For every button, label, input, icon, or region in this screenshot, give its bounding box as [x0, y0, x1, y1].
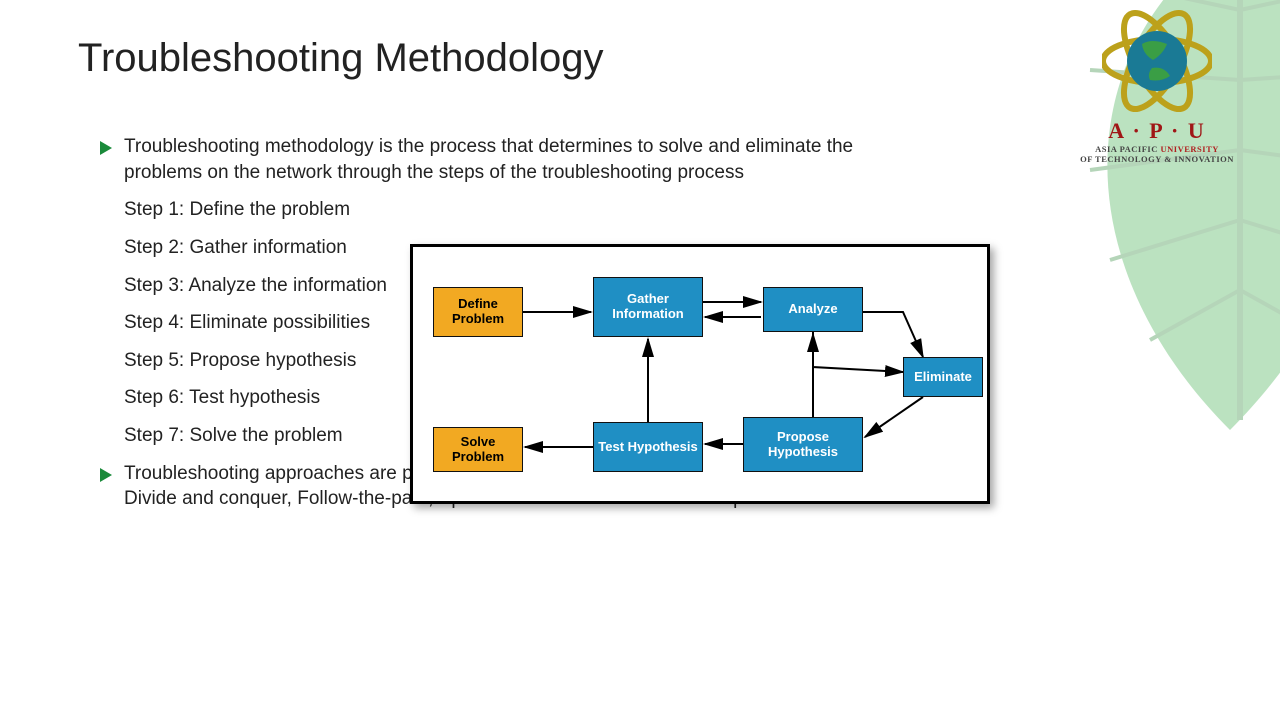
- flow-node-define: Define Problem: [433, 287, 523, 337]
- flow-node-eliminate: Eliminate: [903, 357, 983, 397]
- flow-node-test: Test Hypothesis: [593, 422, 703, 472]
- flow-node-propose: Propose Hypothesis: [743, 417, 863, 472]
- step-1: Step 1: Define the problem: [124, 197, 900, 223]
- flowchart: Define Problem Gather Information Analyze E…: [410, 244, 990, 504]
- flow-node-analyze: Analyze: [763, 287, 863, 332]
- bullet-1: Troubleshooting methodology is the proce…: [100, 134, 900, 185]
- bullet-arrow-icon: [100, 141, 112, 155]
- logo-text-apu: A · P · U: [1052, 118, 1262, 144]
- flow-node-solve: Solve Problem: [433, 427, 523, 472]
- flow-node-gather: Gather Information: [593, 277, 703, 337]
- bullet-arrow-icon: [100, 468, 112, 482]
- bullet-1-text: Troubleshooting methodology is the proce…: [124, 134, 900, 185]
- page-title: Troubleshooting Methodology: [78, 36, 604, 81]
- logo-text-line3: OF TECHNOLOGY & INNOVATION: [1052, 154, 1262, 164]
- apu-logo: A · P · U ASIA PACIFIC UNIVERSITY OF TEC…: [1052, 6, 1262, 164]
- logo-text-line2: ASIA PACIFIC UNIVERSITY: [1052, 144, 1262, 154]
